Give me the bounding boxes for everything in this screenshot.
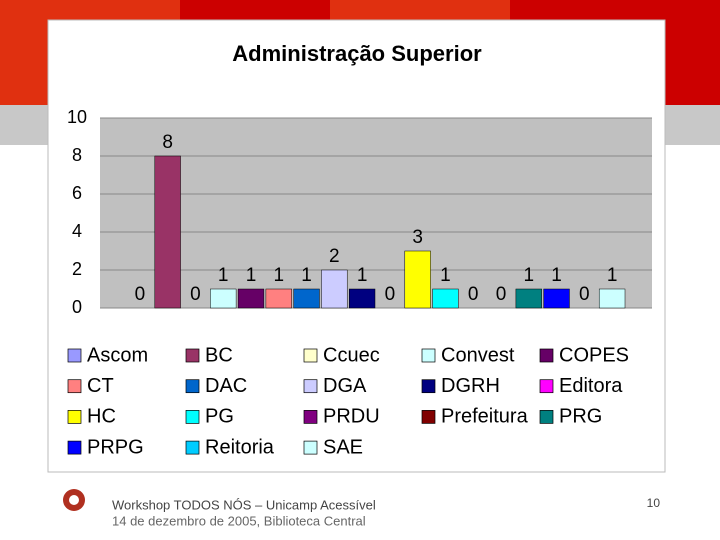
legend-label: PG (205, 406, 234, 428)
bar (515, 288, 542, 309)
bar (154, 155, 181, 309)
data-label: 1 (440, 265, 451, 286)
legend-label: Editora (559, 375, 623, 397)
footer-line: 14 de dezembro de 2005, Biblioteca Centr… (112, 513, 366, 528)
legend-label: Prefeitura (441, 406, 529, 428)
data-label: 1 (551, 265, 562, 286)
data-label: 2 (329, 246, 340, 267)
page-number: 10 (647, 496, 661, 510)
legend-label: Reitoria (205, 436, 275, 458)
legend-swatch (539, 379, 554, 394)
data-label: 8 (162, 132, 173, 153)
legend-label: CT (87, 375, 114, 397)
bar (598, 288, 626, 309)
legend-label: HC (87, 406, 116, 428)
data-label: 3 (412, 227, 423, 248)
data-label: 1 (246, 265, 257, 286)
legend-swatch (303, 348, 318, 363)
legend-swatch (185, 379, 200, 394)
legend-label: Ascom (87, 344, 148, 366)
bar (432, 288, 459, 309)
bar (210, 288, 237, 309)
legend-swatch (303, 379, 318, 394)
data-label: 0 (135, 284, 146, 305)
logo (63, 489, 85, 511)
data-label: 1 (523, 265, 534, 286)
bar (265, 288, 292, 309)
bar (348, 288, 376, 309)
bar (321, 269, 348, 309)
data-label: 1 (273, 265, 284, 286)
data-label: 0 (190, 284, 201, 305)
legend-label: PRPG (87, 436, 144, 458)
legend-label: Convest (441, 344, 515, 366)
legend-swatch (421, 379, 436, 394)
chart-title: Administração Superior (232, 41, 482, 66)
legend-swatch (303, 410, 318, 424)
legend-swatch (421, 410, 436, 424)
legend-label: SAE (323, 436, 363, 458)
bar (543, 288, 570, 309)
bar (404, 250, 431, 309)
bar (293, 288, 320, 309)
y-tick-label: 10 (67, 107, 87, 127)
y-tick-label: 2 (72, 259, 82, 279)
legend-swatch (67, 440, 82, 455)
legend-label: DAC (205, 375, 247, 397)
y-tick-label: 0 (72, 297, 82, 317)
legend-label: PRDU (323, 406, 380, 428)
y-tick-label: 4 (72, 221, 82, 241)
data-label: 1 (357, 265, 368, 286)
data-label: 1 (301, 265, 312, 286)
legend-label: DGA (323, 375, 367, 397)
legend-swatch (67, 379, 82, 394)
y-tick-label: 8 (72, 145, 82, 165)
data-label: 0 (496, 284, 507, 305)
legend-swatch (185, 348, 200, 363)
logo-mark (69, 495, 79, 505)
legend-swatch (303, 440, 318, 455)
data-label: 0 (468, 284, 479, 305)
legend-swatch (421, 348, 436, 363)
legend-swatch (185, 410, 200, 424)
legend-label: BC (205, 344, 233, 366)
legend-label: COPES (559, 344, 629, 366)
legend-swatch (539, 410, 554, 424)
plot-area (100, 118, 652, 308)
legend-swatch (67, 410, 82, 424)
legend-swatch (67, 348, 82, 363)
legend-swatch (185, 440, 200, 455)
bar (237, 288, 265, 309)
data-label: 1 (607, 265, 618, 286)
legend-label: Ccuec (323, 344, 380, 366)
legend-swatch (539, 348, 554, 363)
data-label: 0 (579, 284, 590, 305)
y-tick-label: 6 (72, 183, 82, 203)
data-label: 1 (218, 265, 229, 286)
legend-label: PRG (559, 406, 602, 428)
legend-label: DGRH (441, 375, 500, 397)
footer-line: Workshop TODOS NÓS – Unicamp Acessível (112, 497, 376, 512)
data-label: 0 (385, 284, 396, 305)
